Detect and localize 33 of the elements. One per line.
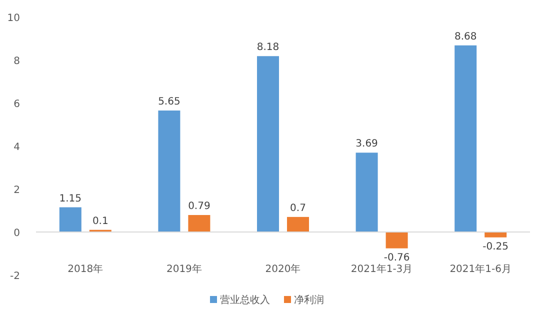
y-tick-label: 8 (14, 56, 20, 67)
data-label: 0.79 (188, 201, 210, 212)
x-tick-label: 2021年1-6月 (450, 263, 512, 275)
y-tick-label: 4 (14, 142, 20, 153)
data-label: 3.69 (356, 138, 378, 150)
data-label: -0.76 (384, 252, 410, 264)
data-label: 8.68 (454, 31, 477, 42)
legend-label: 营业总收入 (220, 294, 270, 306)
data-label: 0.1 (92, 216, 108, 227)
bar (287, 216, 309, 232)
x-tick-label: 2021年1-3月 (350, 263, 413, 275)
bar (484, 232, 507, 238)
bar (188, 215, 210, 232)
y-tick-label: 2 (14, 185, 20, 196)
bar (356, 152, 378, 232)
bar (59, 207, 82, 232)
data-label: -0.25 (482, 241, 509, 252)
data-label: 5.65 (158, 96, 180, 108)
y-tick-label: 0 (14, 228, 20, 239)
bar (454, 45, 477, 232)
legend-label: 净利润 (294, 294, 324, 306)
bar (257, 56, 279, 232)
data-label: 8.18 (256, 42, 280, 54)
x-tick-label: 2018年 (68, 263, 104, 275)
bar (386, 232, 408, 248)
data-label: 1.15 (59, 193, 82, 204)
y-tick-label: -2 (10, 271, 20, 282)
y-tick-label: 6 (14, 99, 20, 110)
data-label: 0.7 (290, 202, 306, 214)
x-tick-label: 2020年 (265, 263, 301, 275)
bar (158, 110, 180, 232)
x-tick-label: 2019年 (166, 263, 202, 275)
y-tick-label: 10 (7, 13, 20, 24)
